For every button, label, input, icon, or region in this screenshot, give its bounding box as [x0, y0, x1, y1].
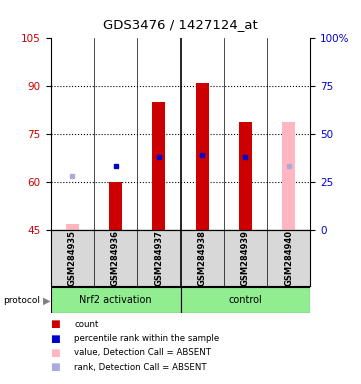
Text: GSM284936: GSM284936: [111, 230, 120, 286]
Text: GDS3476 / 1427124_at: GDS3476 / 1427124_at: [103, 18, 258, 31]
Bar: [66, 224, 79, 230]
Text: control: control: [229, 295, 262, 305]
Bar: [152, 103, 165, 230]
Text: value, Detection Call = ABSENT: value, Detection Call = ABSENT: [74, 348, 211, 358]
Text: GSM284940: GSM284940: [284, 230, 293, 286]
Text: ▶: ▶: [43, 295, 50, 305]
Text: GSM284935: GSM284935: [68, 230, 77, 286]
Text: GSM284938: GSM284938: [198, 230, 206, 286]
Text: Nrf2 activation: Nrf2 activation: [79, 295, 152, 305]
Text: ■: ■: [51, 334, 60, 344]
Bar: [196, 83, 209, 230]
Text: GSM284937: GSM284937: [155, 230, 163, 286]
Text: protocol: protocol: [4, 296, 40, 305]
Bar: [51, 287, 180, 313]
Text: GSM284939: GSM284939: [241, 230, 250, 286]
Bar: [239, 122, 252, 230]
Text: percentile rank within the sample: percentile rank within the sample: [74, 334, 219, 343]
Bar: [109, 182, 122, 230]
Text: ■: ■: [51, 319, 60, 329]
Text: ■: ■: [51, 362, 60, 372]
Text: ■: ■: [51, 348, 60, 358]
Bar: [282, 122, 295, 230]
Text: rank, Detection Call = ABSENT: rank, Detection Call = ABSENT: [74, 362, 206, 372]
Bar: [180, 287, 310, 313]
Text: count: count: [74, 320, 99, 329]
